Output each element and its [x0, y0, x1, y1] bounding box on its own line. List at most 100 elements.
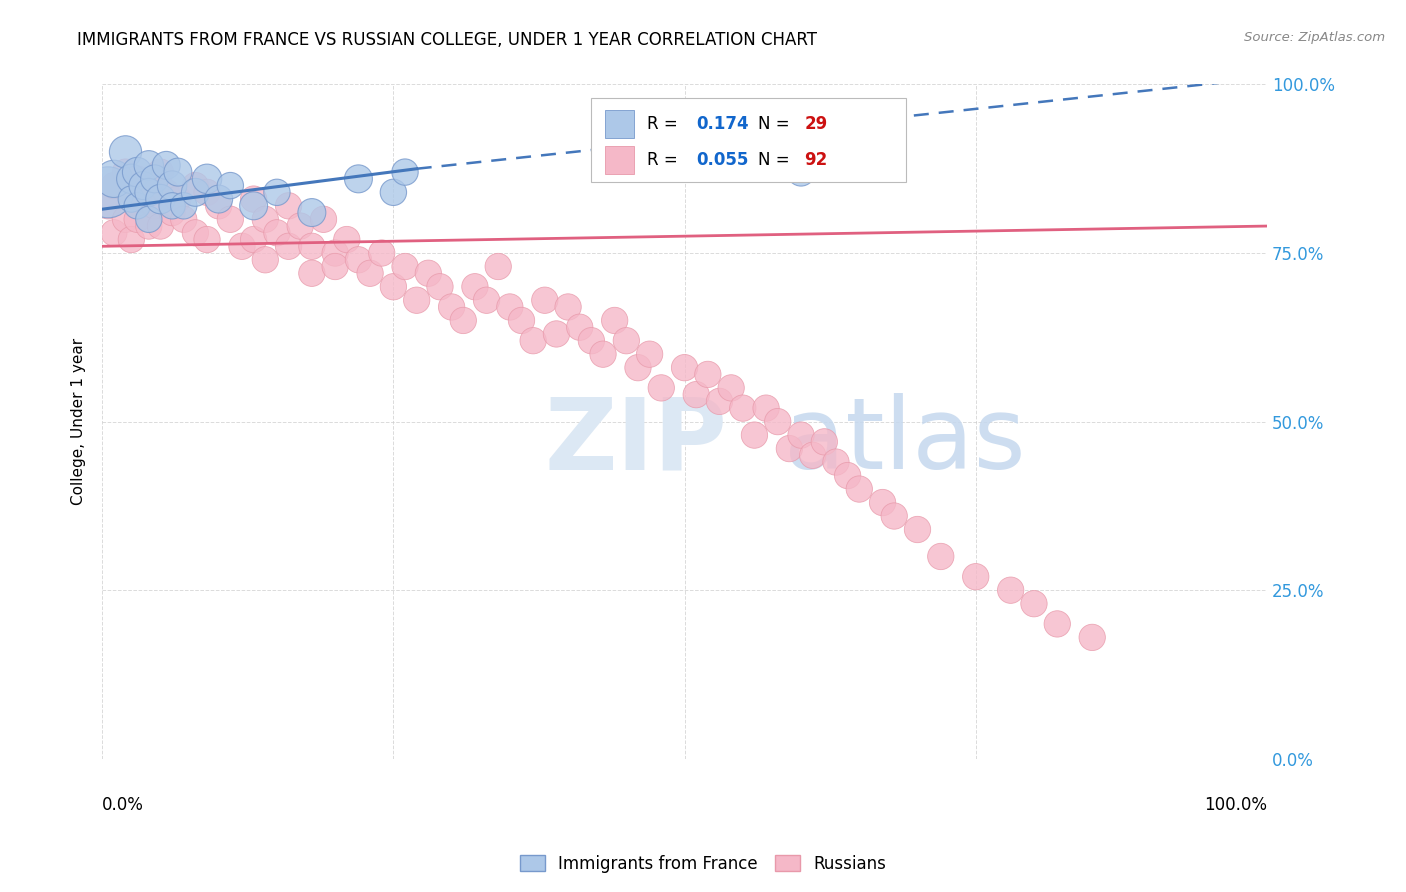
Point: [242, 233, 264, 247]
Point: [568, 320, 591, 334]
Point: [790, 428, 813, 442]
Point: [907, 523, 929, 537]
Point: [138, 178, 160, 193]
Point: [149, 219, 172, 233]
Point: [371, 246, 394, 260]
Point: [127, 172, 149, 186]
Point: [277, 199, 299, 213]
Point: [149, 165, 172, 179]
Point: [242, 192, 264, 206]
Point: [499, 300, 522, 314]
Point: [120, 233, 142, 247]
Point: [301, 239, 323, 253]
Point: [965, 570, 987, 584]
Point: [883, 508, 905, 523]
Text: 100.0%: 100.0%: [1204, 796, 1267, 814]
Point: [127, 212, 149, 227]
Point: [744, 428, 766, 442]
Point: [155, 158, 177, 172]
Point: [208, 192, 231, 206]
Point: [929, 549, 952, 564]
Point: [510, 313, 533, 327]
Text: atlas: atlas: [783, 393, 1025, 491]
Point: [638, 347, 661, 361]
Point: [219, 178, 242, 193]
Point: [184, 178, 207, 193]
Point: [132, 192, 155, 206]
Point: [627, 360, 650, 375]
Point: [138, 186, 160, 200]
Point: [731, 401, 754, 416]
Point: [522, 334, 544, 348]
Point: [720, 381, 742, 395]
Point: [778, 442, 800, 456]
Point: [195, 172, 218, 186]
Point: [848, 482, 870, 496]
Point: [336, 233, 359, 247]
Point: [394, 165, 416, 179]
FancyBboxPatch shape: [592, 98, 905, 182]
Point: [195, 186, 218, 200]
Point: [290, 219, 312, 233]
Point: [755, 401, 778, 416]
Point: [138, 219, 160, 233]
Text: ZIP: ZIP: [544, 393, 728, 491]
Point: [184, 226, 207, 240]
Point: [127, 165, 149, 179]
Point: [149, 192, 172, 206]
Point: [405, 293, 427, 308]
Text: R =: R =: [647, 151, 683, 169]
Point: [557, 300, 579, 314]
Text: 0.055: 0.055: [696, 151, 748, 169]
Point: [219, 212, 242, 227]
Point: [382, 186, 405, 200]
Point: [475, 293, 498, 308]
Point: [673, 360, 696, 375]
Point: [231, 239, 253, 253]
Point: [103, 178, 125, 193]
Point: [208, 199, 231, 213]
Point: [173, 199, 195, 213]
Point: [359, 266, 381, 280]
Point: [242, 199, 264, 213]
Point: [323, 246, 346, 260]
Point: [766, 415, 789, 429]
Point: [709, 394, 731, 409]
Text: IMMIGRANTS FROM FRANCE VS RUSSIAN COLLEGE, UNDER 1 YEAR CORRELATION CHART: IMMIGRANTS FROM FRANCE VS RUSSIAN COLLEG…: [77, 31, 817, 49]
Point: [429, 279, 451, 293]
Point: [813, 434, 835, 449]
Text: 92: 92: [804, 151, 828, 169]
Point: [167, 192, 190, 206]
Point: [103, 226, 125, 240]
Point: [266, 226, 288, 240]
Point: [1046, 616, 1069, 631]
Point: [254, 212, 277, 227]
Point: [323, 260, 346, 274]
Point: [837, 468, 859, 483]
Point: [127, 199, 149, 213]
Point: [301, 266, 323, 280]
Point: [132, 178, 155, 193]
Point: [486, 260, 509, 274]
FancyBboxPatch shape: [606, 110, 634, 138]
Point: [685, 387, 707, 401]
Point: [254, 252, 277, 267]
Point: [114, 145, 136, 159]
Point: [546, 326, 568, 341]
Point: [184, 186, 207, 200]
Point: [120, 186, 142, 200]
Point: [167, 165, 190, 179]
Point: [97, 186, 120, 200]
Point: [650, 381, 672, 395]
Point: [312, 212, 335, 227]
Point: [696, 368, 718, 382]
Point: [440, 300, 463, 314]
Point: [418, 266, 440, 280]
Point: [173, 212, 195, 227]
Text: R =: R =: [647, 114, 683, 133]
FancyBboxPatch shape: [606, 145, 634, 174]
Point: [97, 199, 120, 213]
Point: [394, 260, 416, 274]
Point: [120, 192, 142, 206]
Point: [533, 293, 555, 308]
